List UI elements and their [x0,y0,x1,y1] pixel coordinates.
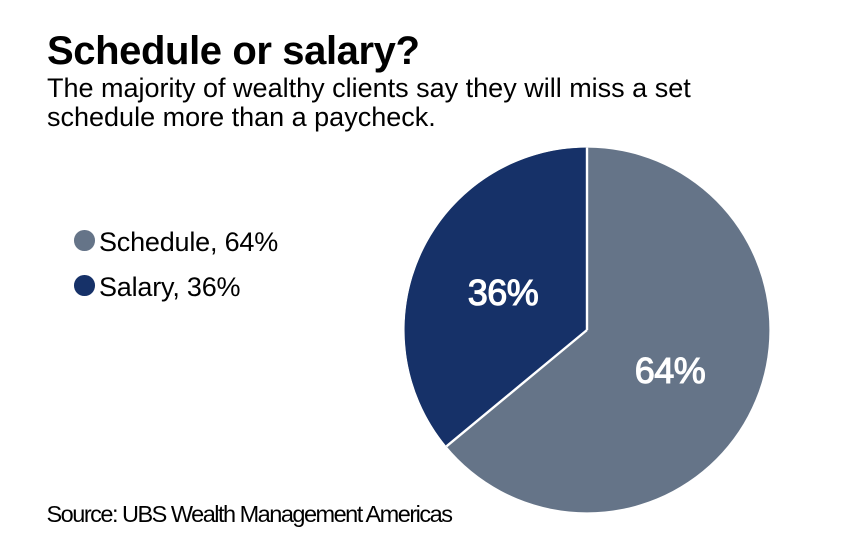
svg-text:36%: 36% [468,272,539,313]
svg-text:64%: 64% [635,350,706,391]
